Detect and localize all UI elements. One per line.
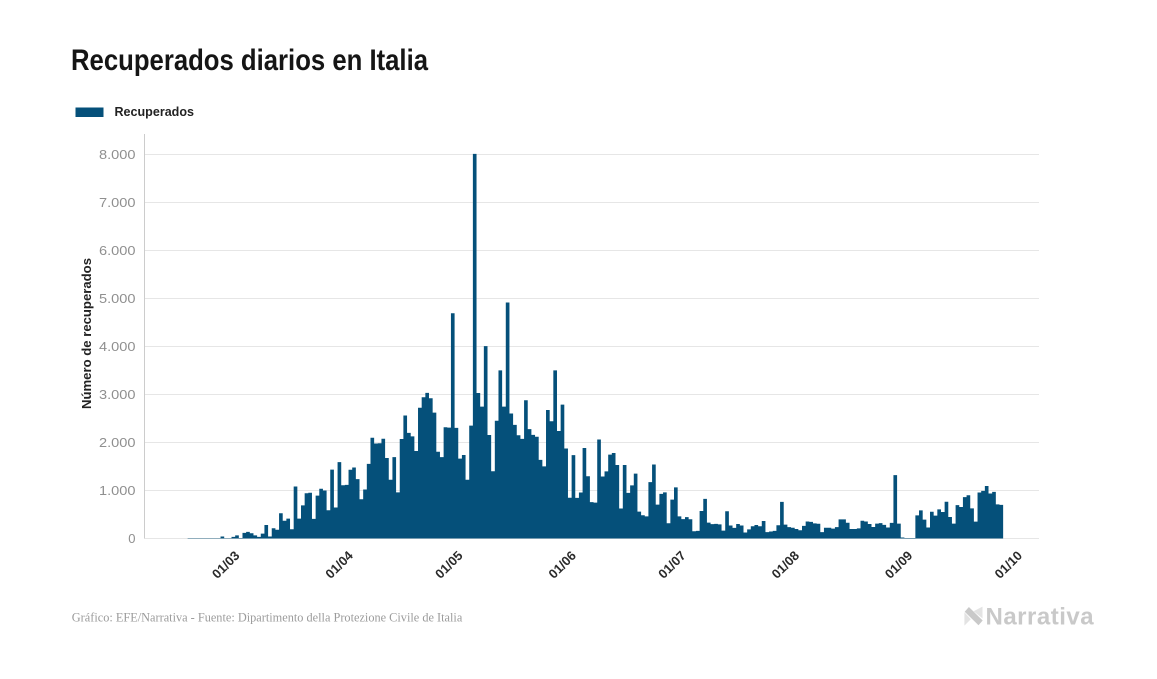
svg-text:Recuperados diarios en Italia: Recuperados diarios en Italia	[71, 44, 428, 77]
svg-text:Recuperados: Recuperados	[115, 105, 195, 119]
svg-text:Número de recuperados: Número de recuperados	[80, 258, 94, 409]
svg-text:8.000: 8.000	[99, 147, 136, 162]
svg-text:7.000: 7.000	[99, 195, 136, 210]
svg-text:Narrativa: Narrativa	[986, 604, 1095, 631]
svg-text:6.000: 6.000	[99, 243, 136, 258]
svg-text:5.000: 5.000	[99, 291, 136, 306]
svg-text:4.000: 4.000	[99, 339, 136, 354]
svg-text:1.000: 1.000	[99, 483, 136, 498]
svg-text:Gráfico: EFE/Narrativa - Fuent: Gráfico: EFE/Narrativa - Fuente: Diparti…	[72, 610, 463, 625]
svg-text:2.000: 2.000	[99, 435, 136, 450]
svg-text:0: 0	[128, 531, 135, 546]
svg-text:3.000: 3.000	[99, 387, 136, 402]
